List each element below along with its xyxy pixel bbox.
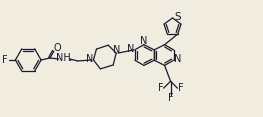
Text: S: S [174, 12, 181, 22]
Text: N: N [174, 54, 181, 64]
Text: N: N [114, 45, 121, 55]
Text: O: O [53, 43, 61, 53]
Text: F: F [158, 83, 164, 93]
Text: F: F [178, 83, 183, 93]
Text: F: F [168, 93, 173, 103]
Text: N: N [86, 54, 93, 64]
Text: NH: NH [57, 53, 71, 63]
Text: N: N [140, 36, 148, 46]
Text: N: N [127, 44, 135, 54]
Text: F: F [2, 55, 7, 65]
